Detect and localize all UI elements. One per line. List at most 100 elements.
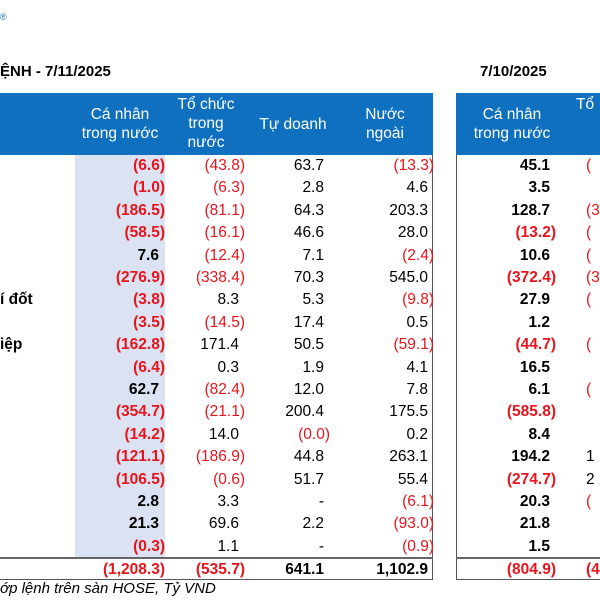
table-cell: (58.5) (124, 224, 166, 242)
left-table-frame (0, 155, 433, 580)
table-cell: (81.1) (204, 201, 246, 219)
table-cell: 21.3 (128, 515, 159, 533)
table-cell: 263.1 (389, 448, 428, 466)
table-cell: 3.3 (217, 493, 239, 510)
table-cell-prev-partial: ( (586, 157, 592, 174)
table-cell: 175.5 (389, 403, 428, 421)
table-cell: (3.5) (133, 313, 165, 331)
table-cell: (13.3) (393, 157, 435, 174)
row-label: í đốt (0, 291, 33, 309)
table-cell-prev: 6.1 (528, 381, 550, 398)
table-cell: 2.2 (302, 515, 324, 533)
table-cell: 5.3 (302, 291, 324, 309)
table-cell-prev: 1.5 (528, 537, 550, 555)
table-cell-prev-partial: (3 (586, 269, 600, 286)
footnote: ớp lệnh trên sàn HOSE, Tỷ VND (0, 580, 216, 597)
table-cell: 0.3 (217, 358, 239, 376)
right-table-frame (456, 155, 600, 580)
table-cell: (6.1) (402, 493, 434, 510)
table-cell: 63.7 (293, 157, 324, 174)
table-cell: 12.0 (293, 381, 324, 398)
table-cell-prev: (585.8) (506, 403, 556, 421)
table-cell: 44.8 (293, 448, 324, 466)
left-table-title: ỆNH - 7/11/2025 (0, 63, 111, 80)
table-cell-prev: 194.2 (511, 448, 550, 466)
table-cell: 203.3 (389, 201, 428, 219)
table-cell: 46.6 (293, 224, 324, 242)
table-cell-prev: 8.4 (528, 425, 550, 443)
table-cell: 55.4 (397, 470, 428, 488)
table-cell: (354.7) (115, 403, 165, 421)
total-cell-prev: (804.9) (506, 561, 556, 579)
total-cell: (1,208.3) (102, 561, 165, 579)
header-nuoc-ngoai: Nước ngoài (365, 106, 405, 142)
table-cell: 28.0 (397, 224, 428, 242)
table-cell: 171.4 (200, 336, 239, 354)
header-ca-nhan: Cá nhân trong nước (81, 106, 159, 142)
table-cell: 51.7 (293, 470, 324, 488)
table-cell-prev: 10.6 (519, 246, 550, 264)
right-table-header: Cá nhân trong nước Tổ (456, 93, 600, 155)
table-cell-prev: (13.2) (515, 224, 557, 242)
total-cell-prev-partial: (4 (586, 561, 600, 579)
table-cell-prev: 27.9 (519, 291, 550, 309)
table-cell: (186.9) (195, 448, 245, 466)
row-label: iệp (0, 336, 23, 354)
table-cell-prev-partial: ( (586, 381, 592, 398)
table-cell: 1.9 (302, 358, 324, 376)
table-cell: (0.9) (402, 537, 434, 555)
table-cell: (16.1) (204, 224, 246, 242)
header-to-chuc-prev: Tổ (576, 96, 595, 113)
header-ca-nhan-prev: Cá nhân trong nước (473, 106, 551, 142)
table-cell: (9.8) (402, 291, 434, 309)
table-cell-prev: 1.2 (528, 313, 550, 331)
table-cell: 2.8 (302, 179, 324, 197)
table-cell-prev-partial: ( (586, 336, 592, 354)
table-cell-prev: 16.5 (519, 358, 550, 376)
right-table-title: 7/10/2025 (480, 63, 547, 80)
table-cell: - (318, 493, 324, 510)
table-cell: (12.4) (204, 246, 246, 264)
highlight-column (75, 155, 165, 558)
table-cell-prev: 21.8 (519, 515, 550, 533)
table-cell: 4.6 (406, 179, 428, 197)
table-cell-prev: (274.7) (506, 470, 556, 488)
table-cell: (162.8) (115, 336, 165, 354)
table-cell: 200.4 (285, 403, 324, 421)
table-cell: (0.0) (298, 425, 330, 443)
table-cell: 50.5 (293, 336, 324, 354)
table-cell: (2.4) (402, 246, 434, 264)
table-cell: 4.1 (406, 358, 428, 376)
table-cell: (93.0) (393, 515, 435, 533)
table-cell-prev: 3.5 (528, 179, 550, 197)
table-cell: (59.1) (393, 336, 435, 354)
table-cell: (3.8) (133, 291, 165, 309)
table-cell: 7.1 (302, 246, 324, 264)
table-cell: 7.6 (137, 246, 159, 264)
table-cell: (186.5) (115, 201, 165, 219)
table-cell: (106.5) (115, 470, 165, 488)
table-cell: 70.3 (293, 269, 324, 286)
table-cell: - (318, 537, 324, 555)
table-cell-prev: 45.1 (519, 157, 550, 174)
table-cell-prev: (372.4) (506, 269, 556, 286)
table-cell: (276.9) (115, 269, 165, 286)
table-cell: 14.0 (208, 425, 239, 443)
table-cell: (82.4) (204, 381, 246, 398)
total-cell: (535.7) (195, 561, 245, 579)
table-cell: (6.3) (213, 179, 245, 197)
table-cell: 62.7 (128, 381, 159, 398)
table-cell: (21.1) (204, 403, 246, 421)
table-cell: 17.4 (293, 313, 324, 331)
table-cell-prev-partial: (3 (586, 201, 600, 219)
table-cell-prev: 128.7 (511, 201, 550, 219)
table-cell: (6.6) (133, 157, 165, 174)
total-cell: 641.1 (285, 561, 324, 579)
table-cell: (14.5) (204, 313, 246, 331)
total-divider (0, 557, 433, 559)
table-cell: (6.4) (133, 358, 165, 376)
table-cell: (121.1) (115, 448, 165, 466)
total-cell: 1,102.9 (376, 561, 428, 579)
table-cell-prev-partial: 1 (586, 448, 595, 466)
header-to-chuc: Tổ chức trong nước (177, 96, 235, 151)
